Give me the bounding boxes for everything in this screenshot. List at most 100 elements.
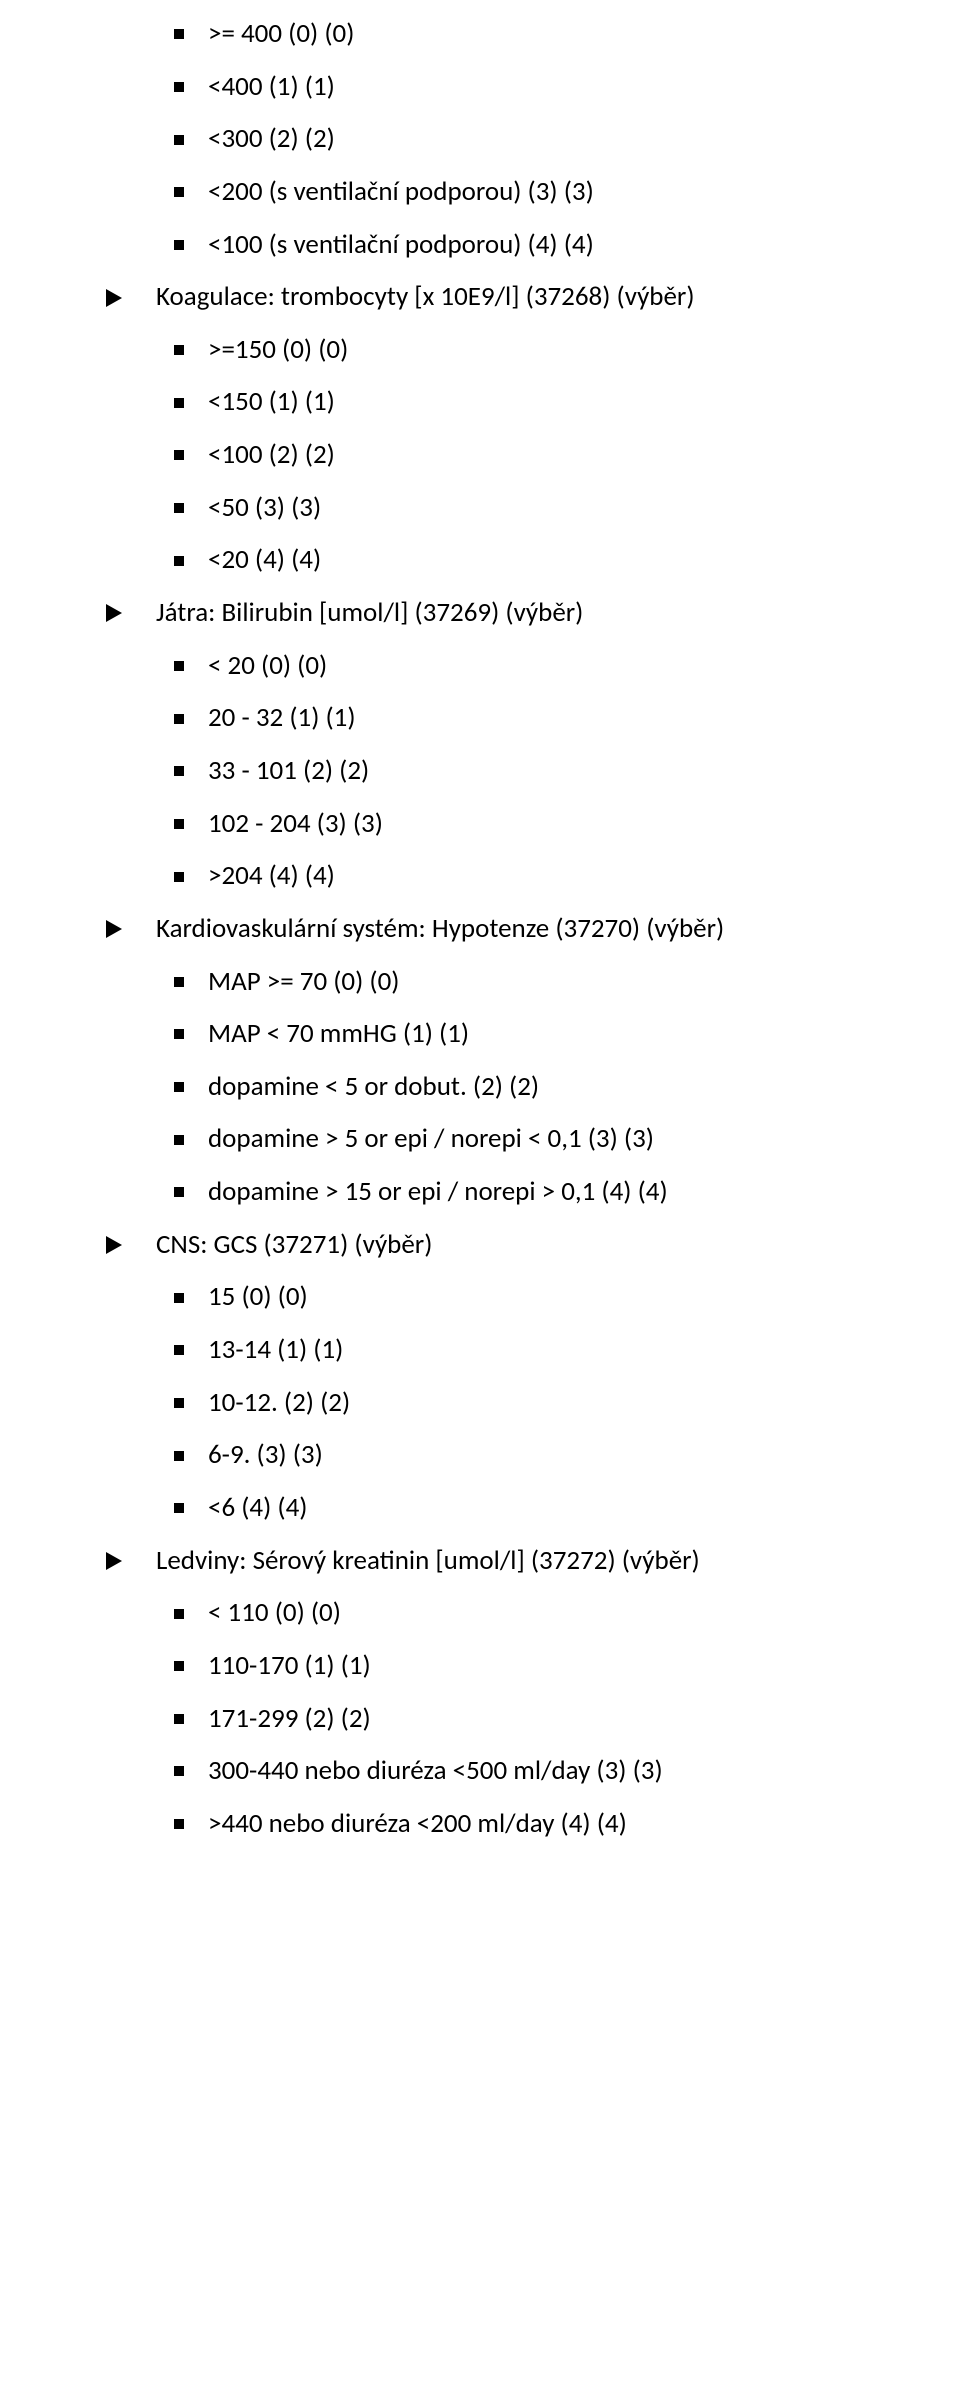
list-item: 6-9. (3) (3) (80, 1429, 880, 1482)
list-item: <150 (1) (1) (80, 376, 880, 429)
section-heading-text: Ledviny: Sérový kreatinin [umol/l] (3727… (156, 1535, 880, 1588)
square-bullet-icon (174, 819, 184, 829)
list-item: 110-170 (1) (1) (80, 1640, 880, 1693)
list-item: dopamine > 5 or epi / norepi < 0,1 (3) (… (80, 1113, 880, 1166)
list-item: < 20 (0) (0) (80, 640, 880, 693)
list-item-text: 33 - 101 (2) (2) (208, 745, 880, 798)
list-item-text: 15 (0) (0) (208, 1271, 880, 1324)
list-item-text: 10-12. (2) (2) (208, 1377, 880, 1430)
list-item: <400 (1) (1) (80, 61, 880, 114)
square-bullet-icon (174, 187, 184, 197)
square-bullet-icon (174, 1398, 184, 1408)
list-item-text: 300-440 nebo diuréza <500 ml/day (3) (3) (208, 1745, 880, 1798)
section-heading: Játra: Bilirubin [umol/l] (37269) (výběr… (80, 587, 880, 640)
square-bullet-icon (174, 1714, 184, 1724)
list-item-text: <20 (4) (4) (208, 534, 880, 587)
list-item: 15 (0) (0) (80, 1271, 880, 1324)
square-bullet-icon (174, 1187, 184, 1197)
list-item-text: < 20 (0) (0) (208, 640, 880, 693)
square-bullet-icon (174, 29, 184, 39)
list-item: <50 (3) (3) (80, 482, 880, 535)
section-heading-text: Kardiovaskulární systém: Hypotenze (3727… (156, 903, 880, 956)
list-item: <300 (2) (2) (80, 113, 880, 166)
list-item-text: 102 - 204 (3) (3) (208, 798, 880, 851)
square-bullet-icon (174, 135, 184, 145)
triangle-bullet-icon (106, 1552, 138, 1570)
list-item-text: dopamine < 5 or dobut. (2) (2) (208, 1061, 880, 1114)
list-item-text: <100 (2) (2) (208, 429, 880, 482)
square-bullet-icon (174, 1661, 184, 1671)
square-bullet-icon (174, 1345, 184, 1355)
list-item-text: <6 (4) (4) (208, 1482, 880, 1535)
section-heading-text: Koagulace: trombocyty [x 10E9/l] (37268)… (156, 271, 880, 324)
list-item: <20 (4) (4) (80, 534, 880, 587)
list-item: MAP < 70 mmHG (1) (1) (80, 1008, 880, 1061)
square-bullet-icon (174, 398, 184, 408)
square-bullet-icon (174, 450, 184, 460)
list-item: <100 (s ventilační podporou) (4) (4) (80, 219, 880, 272)
square-bullet-icon (174, 872, 184, 882)
triangle-bullet-icon (106, 920, 138, 938)
list-item-text: MAP < 70 mmHG (1) (1) (208, 1008, 880, 1061)
square-bullet-icon (174, 1451, 184, 1461)
square-bullet-icon (174, 556, 184, 566)
list-item-text: dopamine > 5 or epi / norepi < 0,1 (3) (… (208, 1113, 880, 1166)
square-bullet-icon (174, 240, 184, 250)
triangle-bullet-icon (106, 289, 138, 307)
list-item-text: dopamine > 15 or epi / norepi > 0,1 (4) … (208, 1166, 880, 1219)
list-item-text: <300 (2) (2) (208, 113, 880, 166)
list-item: 300-440 nebo diuréza <500 ml/day (3) (3) (80, 1745, 880, 1798)
list-item: 33 - 101 (2) (2) (80, 745, 880, 798)
list-item: dopamine < 5 or dobut. (2) (2) (80, 1061, 880, 1114)
list-item-text: >= 400 (0) (0) (208, 8, 880, 61)
list-item: >440 nebo diuréza <200 ml/day (4) (4) (80, 1798, 880, 1851)
list-item-text: >=150 (0) (0) (208, 324, 880, 377)
square-bullet-icon (174, 503, 184, 513)
list-item-text: <400 (1) (1) (208, 61, 880, 114)
section-heading-text: CNS: GCS (37271) (výběr) (156, 1219, 880, 1272)
section-heading: Kardiovaskulární systém: Hypotenze (3727… (80, 903, 880, 956)
list-item: 10-12. (2) (2) (80, 1377, 880, 1430)
square-bullet-icon (174, 714, 184, 724)
square-bullet-icon (174, 82, 184, 92)
list-item: >=150 (0) (0) (80, 324, 880, 377)
section-heading: CNS: GCS (37271) (výběr) (80, 1219, 880, 1272)
section-heading-text: Játra: Bilirubin [umol/l] (37269) (výběr… (156, 587, 880, 640)
list-item-text: <200 (s ventilační podporou) (3) (3) (208, 166, 880, 219)
list-item-text: 20 - 32 (1) (1) (208, 692, 880, 745)
square-bullet-icon (174, 345, 184, 355)
square-bullet-icon (174, 977, 184, 987)
triangle-bullet-icon (106, 1236, 138, 1254)
list-item-text: >440 nebo diuréza <200 ml/day (4) (4) (208, 1798, 880, 1851)
section-heading: Koagulace: trombocyty [x 10E9/l] (37268)… (80, 271, 880, 324)
list-item-text: 171-299 (2) (2) (208, 1693, 880, 1746)
list-item: >204 (4) (4) (80, 850, 880, 903)
square-bullet-icon (174, 1609, 184, 1619)
square-bullet-icon (174, 1082, 184, 1092)
list-item-text: MAP >= 70 (0) (0) (208, 956, 880, 1009)
square-bullet-icon (174, 1135, 184, 1145)
list-item-text: <150 (1) (1) (208, 376, 880, 429)
square-bullet-icon (174, 1766, 184, 1776)
list-item: < 110 (0) (0) (80, 1587, 880, 1640)
list-item: 20 - 32 (1) (1) (80, 692, 880, 745)
square-bullet-icon (174, 1819, 184, 1829)
list-item: <100 (2) (2) (80, 429, 880, 482)
list-item-text: <50 (3) (3) (208, 482, 880, 535)
square-bullet-icon (174, 1503, 184, 1513)
list-item-text: < 110 (0) (0) (208, 1587, 880, 1640)
list-item: <200 (s ventilační podporou) (3) (3) (80, 166, 880, 219)
list-item-text: >204 (4) (4) (208, 850, 880, 903)
square-bullet-icon (174, 1293, 184, 1303)
list-item: MAP >= 70 (0) (0) (80, 956, 880, 1009)
list-item-text: <100 (s ventilační podporou) (4) (4) (208, 219, 880, 272)
list-item: <6 (4) (4) (80, 1482, 880, 1535)
list-item: dopamine > 15 or epi / norepi > 0,1 (4) … (80, 1166, 880, 1219)
list-item: 171-299 (2) (2) (80, 1693, 880, 1746)
triangle-bullet-icon (106, 604, 138, 622)
list-item: >= 400 (0) (0) (80, 8, 880, 61)
list-item: 13-14 (1) (1) (80, 1324, 880, 1377)
list-item-text: 6-9. (3) (3) (208, 1429, 880, 1482)
document-page: >= 400 (0) (0) <400 (1) (1) <300 (2) (2)… (0, 0, 960, 1890)
list-item-text: 110-170 (1) (1) (208, 1640, 880, 1693)
